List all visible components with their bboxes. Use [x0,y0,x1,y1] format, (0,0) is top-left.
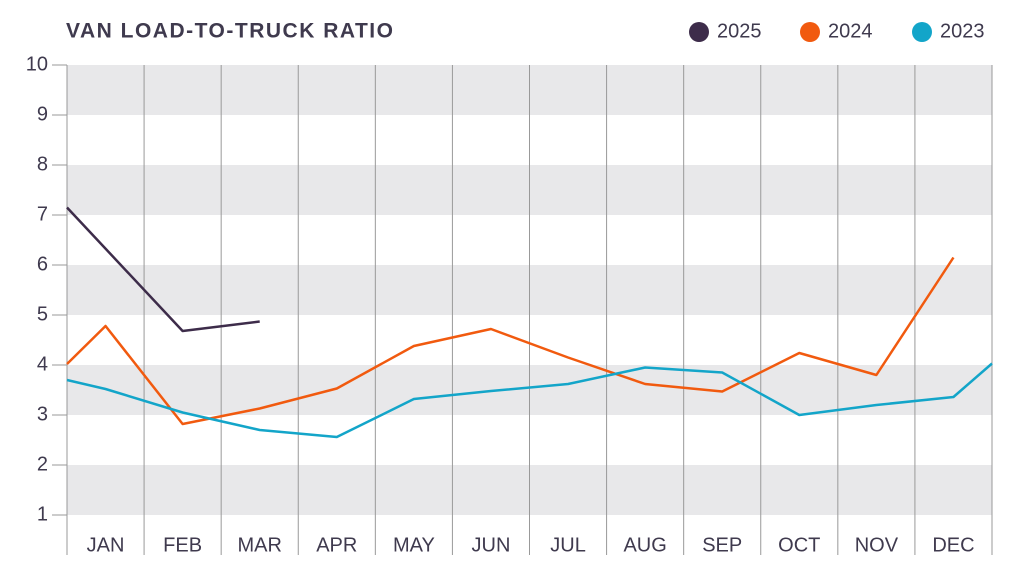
legend-label: 2024 [828,20,873,42]
y-tick-label: 5 [37,303,48,325]
y-tick-label: 4 [37,353,48,375]
y-tick-label: 10 [26,53,48,75]
y-tick-label: 9 [37,103,48,125]
legend-label: 2023 [940,20,985,42]
x-tick-label: DEC [932,534,974,556]
x-tick-label: NOV [855,534,899,556]
series-line [66,206,260,333]
y-tick-label: 3 [37,403,48,425]
chart-title: VAN LOAD-TO-TRUCK RATIO [66,20,394,43]
legend-swatch [689,22,709,42]
series-line [66,256,955,426]
x-tick-label: JUN [472,534,511,556]
legend-swatch [800,22,820,42]
series-line [66,362,993,439]
y-tick-label: 1 [37,503,48,525]
x-tick-label: FEB [163,534,202,556]
x-tick-label: JAN [87,534,125,556]
x-tick-label: AUG [623,534,666,556]
x-tick-label: APR [316,534,357,556]
legend-swatch [912,22,932,42]
legend-label: 2025 [717,20,762,42]
x-tick-label: MAY [393,534,435,556]
y-tick-label: 6 [37,253,48,275]
x-tick-label: JUL [550,534,586,556]
x-tick-label: MAR [237,534,281,556]
y-tick-label: 2 [37,453,48,475]
y-tick-label: 7 [37,203,48,225]
x-tick-label: SEP [702,534,742,556]
y-tick-label: 8 [37,153,48,175]
x-tick-label: OCT [778,534,820,556]
